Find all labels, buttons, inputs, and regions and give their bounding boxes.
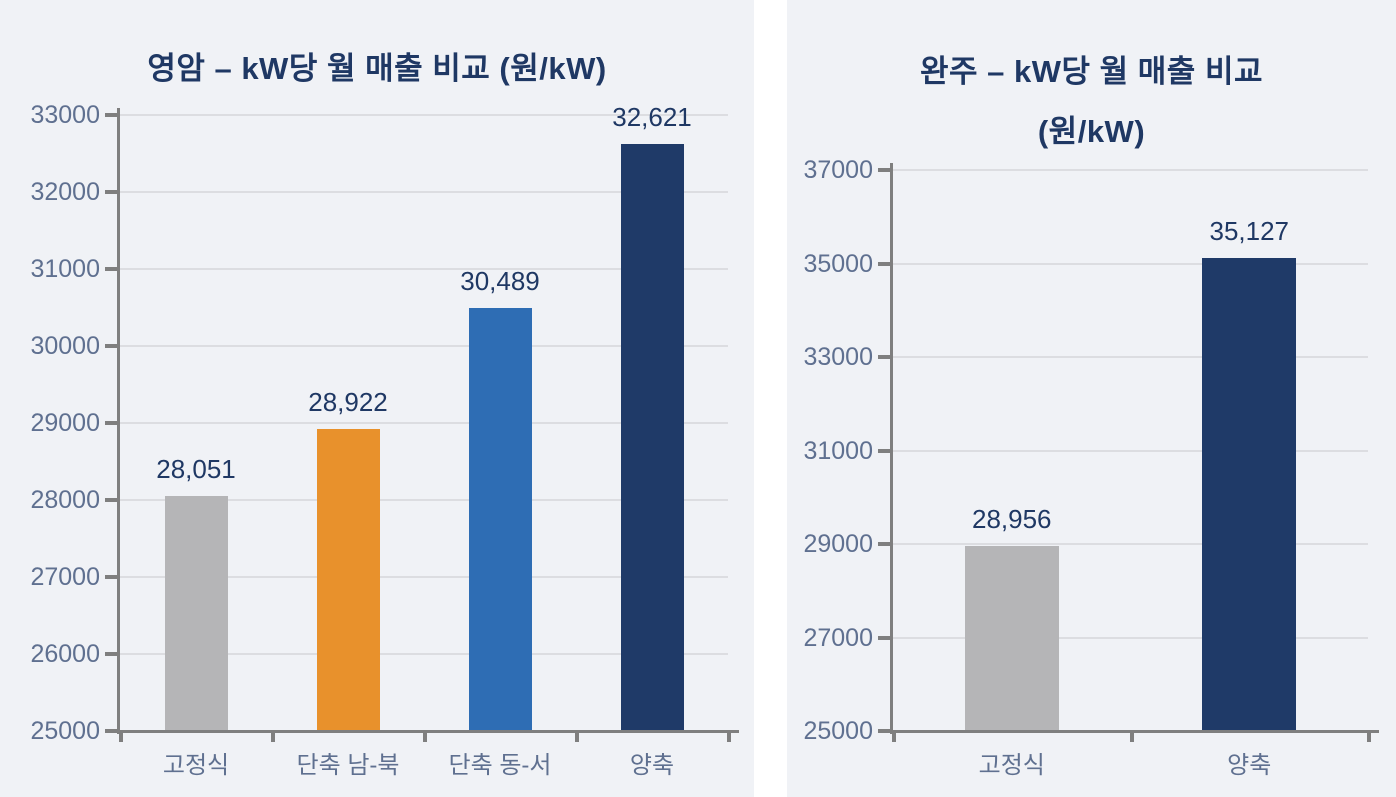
y-axis-tick [878, 261, 893, 266]
chart-title-yeongam-text: 영암 – kW당 월 매출 비교 (원/kW) [147, 50, 607, 86]
y-axis-tick-label: 32000 [30, 178, 100, 206]
y-axis-line [890, 163, 893, 734]
y-axis-tick [105, 421, 120, 425]
y-axis-tick-label: 25000 [30, 717, 100, 745]
bar-value-label: 32,621 [612, 102, 692, 133]
y-axis-tick [105, 498, 120, 502]
y-axis-tick [878, 635, 893, 640]
x-axis-line [878, 730, 1379, 733]
x-axis-tick [423, 732, 427, 742]
y-axis-tick-label: 33000 [803, 343, 873, 371]
y-axis-tick-label: 27000 [803, 623, 873, 652]
gridline [120, 114, 728, 116]
plot-area-yeongam: 25000 26000 27000 28000 29000 30000 31000 32000… [30, 101, 739, 779]
y-axis-tick-label: 28000 [30, 486, 100, 514]
y-axis-tick [878, 355, 893, 359]
bar-value-label: 35,127 [1209, 215, 1290, 246]
bar [1202, 257, 1297, 731]
gridline [893, 169, 1368, 171]
bar [964, 546, 1059, 731]
y-axis-tick-label: 27000 [30, 563, 100, 591]
x-axis-category-label: 고정식 [978, 752, 1045, 779]
chart-panel-yeongam: 영암 – kW당 월 매출 비교 (원/kW) 25000 26000 27000 2… [0, 0, 754, 797]
gridline [893, 543, 1368, 545]
chart-title-wanju-text-line2: (원/kW) [1037, 113, 1146, 149]
gridline [120, 499, 728, 501]
gridline [120, 191, 728, 193]
y-axis-tick-label: 31000 [803, 436, 873, 465]
x-axis-tick [271, 732, 275, 742]
bar-value-label: 28,922 [308, 387, 388, 417]
x-axis-tick [892, 732, 896, 742]
y-axis-tick [105, 113, 120, 117]
chart-panel-wanju: 완주 – kW당 월 매출 비교 (원/kW) 25000 27000 29000 3… [787, 0, 1396, 797]
x-axis-category-label: 단축 남-북 [296, 752, 400, 779]
chart-title-yeongam: 영암 – kW당 월 매출 비교 (원/kW) [0, 43, 754, 88]
gridline [120, 422, 728, 424]
x-axis-tick [727, 732, 731, 742]
y-axis-tick-label: 29000 [803, 530, 873, 558]
y-axis-tick-label: 33000 [30, 101, 100, 129]
x-axis-category-label: 단축 동-서 [448, 752, 552, 779]
gridline [893, 262, 1368, 265]
x-axis-tick [1129, 732, 1134, 742]
y-axis-tick-label: 25000 [803, 717, 873, 745]
x-axis-tick [575, 732, 579, 742]
y-axis-tick [105, 652, 120, 656]
bar-value-label: 28,956 [971, 504, 1052, 535]
y-axis-tick [105, 575, 120, 579]
chart-title-wanju-line2: (원/kW) [787, 106, 1396, 151]
bar [316, 429, 380, 731]
plot-area-wanju: 25000 27000 29000 31000 33000 35000 37000 28,95… [787, 0, 1396, 797]
x-axis-tick [119, 732, 123, 742]
bar [468, 308, 532, 731]
bar [164, 496, 228, 731]
bar-value-label: 30,489 [460, 266, 540, 297]
y-axis-tick-label: 37000 [803, 156, 873, 184]
y-axis-tick-label: 31000 [30, 255, 100, 283]
x-axis-category-label: 양축 [629, 752, 675, 779]
y-axis-tick [878, 448, 893, 453]
x-axis-line [105, 730, 739, 733]
x-axis-tick [1367, 732, 1371, 742]
gridline [120, 576, 728, 578]
gridline [893, 636, 1368, 639]
x-axis-category-label: 양축 [1227, 752, 1272, 779]
gridline [120, 653, 728, 655]
chart-title-wanju-text-line1: 완주 – kW당 월 매출 비교 [920, 53, 1263, 89]
y-axis-tick-label: 29000 [30, 409, 100, 437]
chart-title-wanju-line1: 완주 – kW당 월 매출 비교 [787, 46, 1396, 91]
y-axis-tick [878, 168, 893, 172]
gridline [893, 356, 1368, 358]
y-axis-tick [105, 267, 120, 271]
y-axis-tick-label: 30000 [30, 332, 100, 360]
x-axis-category-label: 고정식 [162, 752, 230, 779]
y-axis-tick [105, 344, 120, 348]
gridline [120, 268, 728, 270]
y-axis-line [117, 108, 120, 734]
y-axis-tick-label: 35000 [803, 249, 873, 278]
bar-value-label: 28,051 [156, 454, 236, 485]
gridline [120, 345, 728, 347]
y-axis-tick [105, 190, 120, 194]
gridline [893, 449, 1368, 452]
y-axis-tick-label: 26000 [30, 640, 100, 668]
bar [620, 144, 684, 731]
y-axis-tick [878, 542, 893, 546]
